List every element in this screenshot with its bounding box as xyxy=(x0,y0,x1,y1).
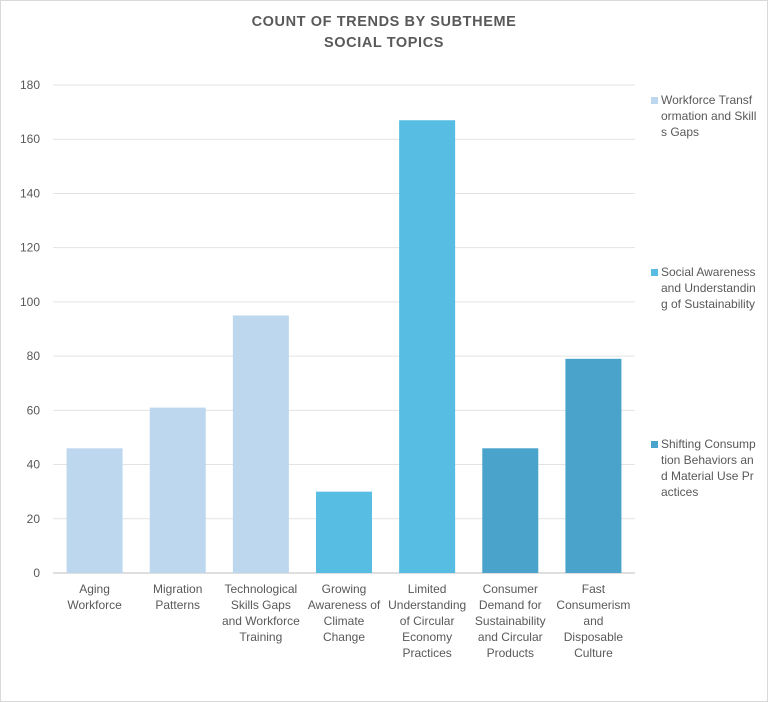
x-tick-label: Growing Awareness of Climate Change xyxy=(307,582,381,644)
chart-title-block: COUNT OF TRENDS BY SUBTHEME SOCIAL TOPIC… xyxy=(0,12,768,54)
chart-title: COUNT OF TRENDS BY SUBTHEME xyxy=(251,14,517,30)
legend-swatch xyxy=(651,269,658,276)
y-tick-label: 180 xyxy=(20,78,40,92)
y-tick-label: 140 xyxy=(20,186,40,200)
bar xyxy=(66,448,123,573)
y-tick-label: 0 xyxy=(33,566,40,580)
bar xyxy=(232,315,289,573)
bar xyxy=(482,448,539,573)
y-tick-label: 40 xyxy=(27,458,41,472)
x-tick-label: Technological Skills Gaps and Workforce Tra… xyxy=(221,582,300,644)
x-tick-label: Limited Understanding of Circular Economy Pr… xyxy=(388,582,467,660)
legend-label: Social Awareness and Understanding of Su… xyxy=(661,265,756,311)
legend-swatch xyxy=(651,441,658,448)
x-tick-label: Migration Patterns xyxy=(153,582,203,612)
bar xyxy=(316,491,372,573)
x-tick-label: Consumer Demand for Sustainability and Circ… xyxy=(474,582,546,660)
y-tick-label: 120 xyxy=(20,241,40,255)
y-tick-label: 100 xyxy=(20,295,40,309)
y-tick-label: 80 xyxy=(27,349,41,363)
chart-subtitle: SOCIAL TOPICS xyxy=(323,35,445,51)
x-tick-label: Aging Workforce xyxy=(67,582,122,612)
y-tick-label: 160 xyxy=(20,132,40,146)
bar xyxy=(149,407,206,573)
bar xyxy=(565,358,622,573)
y-tick-label: 20 xyxy=(27,512,41,526)
bar xyxy=(399,120,456,573)
legend-swatch xyxy=(651,97,658,104)
legend-label: Workforce Transformation and Skills Gaps xyxy=(661,93,757,139)
x-tick-label: Fast Consumerism and Disposable Culture xyxy=(556,582,631,660)
y-tick-label: 60 xyxy=(27,403,41,417)
legend-label: Shifting Consumption Behaviors and Mater… xyxy=(661,437,756,499)
